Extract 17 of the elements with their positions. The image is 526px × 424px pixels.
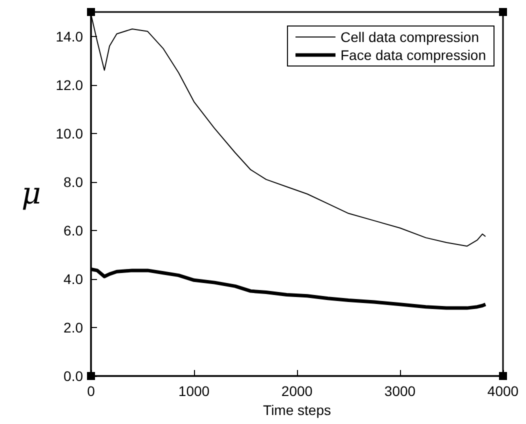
legend-label: Cell data compression [340,29,479,45]
y-tick-label: 12.0 [56,76,84,93]
y-tick-label: 0.0 [64,368,84,384]
y-tick-label: 2.0 [64,319,84,336]
x-tick-label: 1000 [178,383,210,399]
y-axis-title: μ [22,176,41,212]
x-tick-label: 0 [87,383,96,399]
y-tick-label: 4.0 [64,270,84,287]
y-tick-label: 14.0 [56,28,84,44]
y-tick-label: 6.0 [64,222,84,238]
y-tick-label: 10.0 [56,125,84,142]
x-tick-label: 2000 [281,383,313,399]
y-tick-label: 8.0 [64,174,84,190]
legend-label: Face data compression [340,47,486,63]
x-axis-title: Time steps [263,402,331,418]
x-tick-label: 3000 [384,383,416,399]
x-tick-label: 4000 [487,383,519,399]
